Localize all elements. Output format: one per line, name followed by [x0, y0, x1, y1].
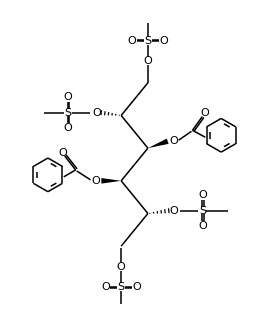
Text: O: O [133, 282, 142, 292]
Text: S: S [64, 108, 71, 118]
Text: O: O [128, 36, 136, 46]
Text: O: O [200, 109, 209, 119]
Text: O: O [169, 205, 178, 215]
Text: O: O [117, 262, 126, 272]
Text: O: O [169, 136, 178, 146]
Text: O: O [63, 124, 72, 133]
Polygon shape [101, 178, 121, 184]
Text: O: O [198, 190, 207, 200]
Text: O: O [91, 176, 100, 186]
Text: O: O [63, 92, 72, 102]
Text: S: S [118, 282, 125, 292]
Polygon shape [148, 138, 169, 148]
Text: O: O [92, 108, 101, 118]
Text: O: O [101, 282, 110, 292]
Text: O: O [198, 221, 207, 231]
Text: O: O [143, 56, 152, 66]
Text: S: S [144, 36, 152, 46]
Text: O: O [58, 148, 67, 158]
Text: O: O [159, 36, 168, 46]
Text: S: S [199, 205, 206, 215]
